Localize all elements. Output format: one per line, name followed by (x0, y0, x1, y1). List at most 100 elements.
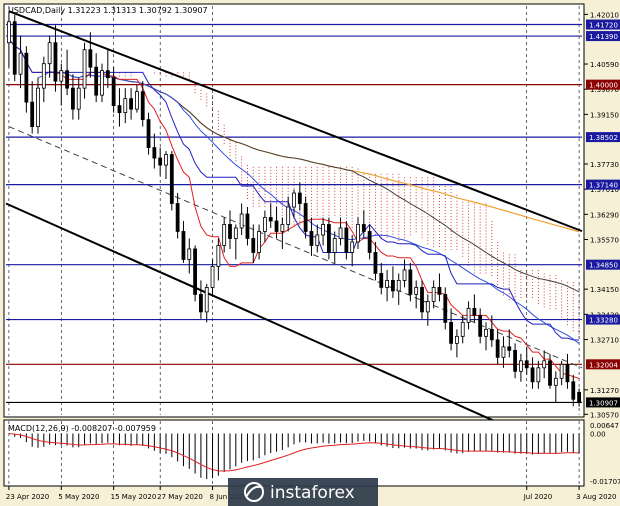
cloud-dot (485, 227, 487, 229)
cloud-dot (479, 236, 481, 238)
cloud-dot (415, 222, 417, 224)
cloud-dot (392, 209, 394, 211)
candle-body (396, 280, 401, 292)
candle-body (41, 63, 46, 89)
cloud-dot (566, 321, 568, 323)
candle-body (460, 321, 465, 337)
cloud-dot (514, 299, 516, 301)
cloud-dot (438, 222, 440, 224)
time-tick-label: 5 May 2020 (58, 493, 99, 501)
candle-body (193, 248, 197, 295)
cloud-dot (276, 181, 278, 183)
cloud-dot (276, 199, 278, 201)
candle-body (100, 70, 104, 96)
candle-body (216, 245, 221, 267)
cloud-dot (287, 184, 289, 186)
cloud-dot (479, 230, 481, 232)
cloud-dot (537, 299, 539, 301)
cloud-dot (386, 200, 388, 202)
cloud-dot (433, 210, 435, 212)
cloud-dot (438, 207, 440, 209)
candle-body (82, 49, 87, 89)
cloud-dot (438, 198, 440, 200)
cloud-dot (345, 199, 347, 201)
cloud-dot (526, 290, 528, 292)
cloud-dot (398, 224, 400, 226)
cloud-dot (473, 263, 475, 265)
cloud-dot (246, 168, 248, 170)
cloud-dot (520, 281, 522, 283)
candle-body (559, 363, 564, 379)
cloud-dot (566, 309, 568, 311)
cloud-dot (409, 207, 411, 209)
cloud-dot (572, 309, 574, 311)
cloud-dot (316, 166, 318, 168)
cloud-dot (153, 72, 155, 74)
cloud-dot (258, 190, 260, 192)
cloud-dot (345, 205, 347, 207)
cloud-dot (386, 185, 388, 187)
cloud-dot (433, 216, 435, 218)
cloud-dot (572, 291, 574, 293)
cloud-dot (206, 105, 208, 107)
macd-tick-label: 0.00647 (590, 422, 619, 430)
cloud-dot (421, 207, 423, 209)
cloud-dot (316, 169, 318, 171)
cloud-dot (235, 160, 237, 162)
cloud-dot (409, 222, 411, 224)
candle-body (30, 101, 35, 128)
cloud-dot (491, 268, 493, 270)
candle-body (350, 241, 355, 253)
cloud-dot (374, 179, 376, 181)
cloud-dot (468, 237, 470, 239)
cloud-dot (310, 199, 312, 201)
cloud-dot (340, 208, 342, 210)
cloud-dot (293, 169, 295, 171)
cloud-dot (502, 282, 504, 284)
cloud-dot (299, 175, 301, 177)
cloud-dot (566, 300, 568, 302)
cloud-dot (374, 212, 376, 214)
cloud-dot (532, 272, 534, 274)
cloud-dot (374, 194, 376, 196)
cloud-dot (299, 172, 301, 174)
cloud-dot (217, 110, 219, 112)
cloud-dot (398, 239, 400, 241)
cloud-dot (345, 184, 347, 186)
candle-body (105, 70, 110, 79)
cloud-dot (456, 230, 458, 232)
cloud-dot (438, 186, 440, 188)
cloud-dot (491, 241, 493, 243)
time-tick-label: 15 May 2020 (111, 493, 157, 501)
candle-body (309, 231, 314, 246)
candle-body (181, 231, 186, 260)
cloud-dot (468, 258, 470, 260)
cloud-dot (345, 217, 347, 219)
cloud-dot (532, 269, 534, 271)
cloud-dot (380, 194, 382, 196)
cloud-dot (357, 189, 359, 191)
cloud-dot (555, 278, 557, 280)
cloud-dot (258, 196, 260, 198)
cloud-dot (497, 244, 499, 246)
cloud-dot (549, 293, 551, 295)
cloud-dot (386, 209, 388, 211)
watermark-swoosh-icon (245, 485, 264, 498)
cloud-dot (444, 249, 446, 251)
cloud-dot (340, 184, 342, 186)
candle-body (519, 360, 523, 372)
cloud-dot (520, 287, 522, 289)
cloud-dot (456, 239, 458, 241)
cloud-dot (217, 128, 219, 130)
cloud-dot (258, 181, 260, 183)
macd-histogram (8, 421, 580, 485)
cloud-dot (369, 191, 371, 193)
cloud-dot (450, 198, 452, 200)
cloud-dot (415, 210, 417, 212)
cloud-dot (537, 281, 539, 283)
cloud-dot (380, 221, 382, 223)
cloud-dot (462, 228, 464, 230)
cloud-dot (340, 175, 342, 177)
cloud-dot (351, 181, 353, 183)
cloud-dot (450, 222, 452, 224)
